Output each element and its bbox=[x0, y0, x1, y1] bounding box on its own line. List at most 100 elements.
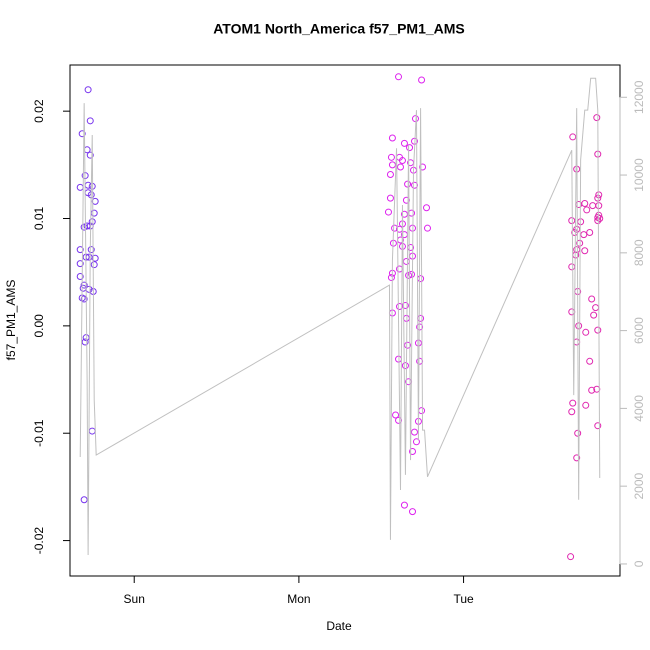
y2-tick-label: 4000 bbox=[632, 395, 646, 422]
x-tick-label: Mon bbox=[287, 592, 310, 606]
point bbox=[418, 407, 426, 415]
point bbox=[398, 157, 406, 165]
point bbox=[596, 215, 604, 223]
point bbox=[384, 208, 392, 216]
point bbox=[419, 163, 427, 171]
point bbox=[400, 501, 408, 509]
point bbox=[78, 130, 86, 138]
point bbox=[388, 134, 396, 142]
point bbox=[414, 339, 422, 347]
point bbox=[408, 270, 416, 278]
point bbox=[590, 311, 598, 319]
point bbox=[401, 362, 409, 370]
point bbox=[593, 385, 601, 393]
point bbox=[410, 428, 418, 436]
x-tick-label: Tue bbox=[453, 592, 474, 606]
x-axis-label: Date bbox=[326, 619, 352, 633]
point bbox=[400, 139, 408, 147]
point bbox=[84, 86, 92, 94]
point bbox=[409, 508, 417, 516]
point bbox=[588, 386, 596, 394]
point bbox=[402, 196, 410, 204]
point bbox=[569, 399, 577, 407]
point bbox=[404, 180, 412, 188]
point bbox=[586, 228, 594, 236]
y-tick-label: 0.02 bbox=[32, 99, 46, 123]
point bbox=[594, 217, 602, 225]
point bbox=[581, 199, 589, 207]
point bbox=[423, 204, 431, 212]
point bbox=[573, 454, 581, 462]
point bbox=[395, 73, 403, 81]
point bbox=[581, 247, 589, 255]
y2-tick-label: 0 bbox=[632, 560, 646, 567]
point bbox=[406, 144, 414, 152]
y-axis-label: f57_PM1_AMS bbox=[4, 280, 18, 361]
point bbox=[392, 411, 400, 419]
point bbox=[83, 222, 91, 230]
point bbox=[87, 246, 95, 254]
point bbox=[80, 496, 88, 504]
point bbox=[90, 209, 98, 217]
point bbox=[90, 261, 98, 269]
point bbox=[80, 281, 88, 289]
point bbox=[386, 171, 394, 178]
point bbox=[409, 447, 417, 455]
point bbox=[594, 422, 602, 430]
point bbox=[81, 338, 89, 346]
point bbox=[386, 194, 394, 202]
chart-title: ATOM1 North_America f57_PM1_AMS bbox=[213, 21, 465, 37]
point bbox=[91, 197, 99, 205]
y-tick-label: -0.02 bbox=[32, 527, 46, 555]
point bbox=[424, 224, 431, 232]
point bbox=[80, 295, 88, 303]
point bbox=[76, 183, 84, 191]
point bbox=[404, 341, 412, 349]
point bbox=[387, 274, 395, 282]
point bbox=[82, 334, 90, 342]
point bbox=[575, 322, 583, 330]
point bbox=[593, 114, 601, 122]
y2-tick-label: 12000 bbox=[632, 80, 646, 114]
point bbox=[417, 275, 425, 283]
point bbox=[583, 206, 591, 214]
point bbox=[396, 303, 404, 311]
y2-tick-label: 2000 bbox=[632, 472, 646, 499]
point bbox=[88, 427, 96, 435]
point bbox=[402, 257, 410, 265]
point bbox=[586, 357, 594, 365]
x-tick-label: Sun bbox=[124, 592, 145, 606]
point bbox=[418, 76, 426, 84]
point bbox=[592, 304, 600, 312]
point bbox=[582, 328, 590, 336]
point bbox=[580, 231, 588, 239]
point bbox=[588, 295, 596, 303]
point bbox=[574, 429, 582, 437]
point bbox=[412, 438, 420, 446]
y2-tick-label: 8000 bbox=[632, 239, 646, 266]
point bbox=[387, 153, 395, 161]
point bbox=[417, 314, 425, 322]
y-tick-label: 0.01 bbox=[32, 207, 46, 231]
y2-tick-label: 10000 bbox=[632, 158, 646, 192]
point bbox=[405, 271, 413, 279]
point bbox=[76, 246, 84, 254]
point bbox=[410, 181, 418, 189]
point bbox=[76, 260, 84, 268]
point bbox=[582, 401, 590, 409]
point bbox=[589, 202, 597, 210]
point bbox=[84, 181, 92, 189]
point bbox=[395, 416, 403, 424]
point bbox=[594, 326, 602, 334]
point bbox=[86, 151, 94, 159]
point bbox=[595, 191, 603, 199]
point bbox=[86, 117, 94, 125]
point bbox=[388, 161, 396, 169]
point bbox=[568, 263, 576, 271]
point bbox=[396, 163, 404, 171]
point bbox=[76, 272, 84, 280]
line bbox=[79, 77, 601, 556]
plot-box bbox=[69, 64, 621, 577]
y-tick-label: -0.01 bbox=[32, 419, 46, 447]
